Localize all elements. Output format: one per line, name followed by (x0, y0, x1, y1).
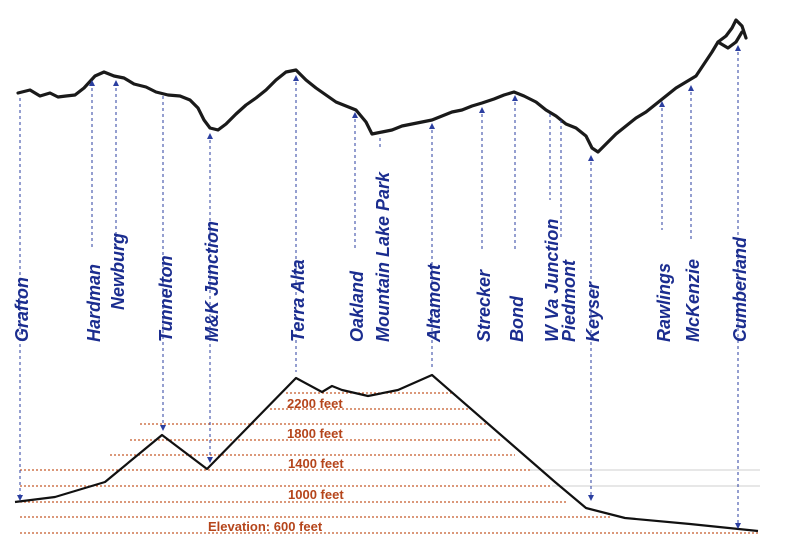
station-label-mckenzie: McKenzie (683, 259, 703, 342)
station-label-newburg: Newburg (108, 233, 128, 310)
route-branch (716, 30, 744, 50)
elevation-gridlines (20, 392, 760, 534)
station-label-oakland: Oakland (347, 270, 367, 342)
route-line (16, 18, 748, 154)
arrowhead (688, 85, 694, 91)
arrowhead (735, 45, 741, 51)
station-label-bond: Bond (507, 295, 527, 342)
arrowhead (512, 95, 518, 101)
arrowhead (429, 123, 435, 129)
station-label-mountain-lake-park: Mountain Lake Park (373, 171, 393, 342)
station-label-strecker: Strecker (474, 269, 494, 342)
elevation-profile-line (14, 373, 759, 533)
elevation-labels: 2200 feet 1800 feet 1400 feet 1000 feet … (208, 396, 344, 534)
elevation-label: 1400 feet (288, 456, 344, 471)
station-label-altamont: Altamont (424, 263, 444, 343)
station-label-piedmont: Piedmont (559, 259, 579, 342)
station-label-keyser: Keyser (583, 281, 603, 342)
arrowhead (113, 80, 119, 86)
elevation-label: Elevation: 600 feet (208, 519, 323, 534)
station-label-terra-alta: Terra Alta (288, 259, 308, 342)
station-label-mk-junction: M&K Junction (202, 221, 222, 342)
station-label-wva-junction: W Va Junction (542, 219, 562, 342)
arrowhead (89, 80, 95, 86)
arrowhead (17, 495, 23, 501)
arrowhead (160, 425, 166, 431)
arrowhead (588, 155, 594, 161)
station-leaders (19, 46, 739, 528)
arrowhead (352, 112, 358, 118)
station-label-rawlings: Rawlings (654, 263, 674, 342)
station-labels: Grafton Hardman Newburg Tunnelton M&K Ju… (12, 171, 750, 343)
arrowhead (659, 101, 665, 107)
elevation-label: 1000 feet (288, 487, 344, 502)
elevation-label: 1800 feet (287, 426, 343, 441)
elevation-label: 2200 feet (287, 396, 343, 411)
leader-arrowheads (17, 45, 741, 529)
station-label-cumberland: Cumberland (730, 236, 750, 342)
arrowhead (588, 495, 594, 501)
arrowhead (293, 75, 299, 81)
route-map (16, 18, 748, 154)
arrowhead (735, 523, 741, 529)
arrowhead (207, 457, 213, 463)
station-label-hardman: Hardman (84, 264, 104, 342)
arrowhead (479, 107, 485, 113)
station-label-tunnelton: Tunnelton (156, 255, 176, 342)
arrowhead (207, 133, 213, 139)
station-label-grafton: Grafton (12, 277, 32, 342)
